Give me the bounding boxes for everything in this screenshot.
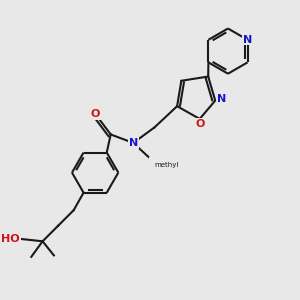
Text: HO: HO [2, 234, 20, 244]
Text: N: N [129, 138, 138, 148]
Text: N: N [243, 35, 252, 45]
Polygon shape [149, 157, 180, 168]
Text: methyl: methyl [154, 162, 178, 168]
Text: O: O [196, 119, 205, 129]
Text: O: O [91, 109, 100, 119]
Text: N: N [217, 94, 226, 104]
